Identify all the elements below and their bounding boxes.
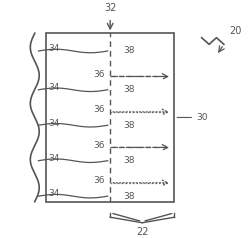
- Text: 34: 34: [48, 44, 60, 53]
- Text: 38: 38: [124, 156, 135, 165]
- Text: 38: 38: [124, 121, 135, 130]
- Text: 20: 20: [229, 26, 241, 36]
- Text: 34: 34: [48, 154, 60, 163]
- Text: 38: 38: [124, 46, 135, 55]
- Text: 34: 34: [48, 83, 60, 92]
- Text: 34: 34: [48, 119, 60, 128]
- Text: 36: 36: [94, 176, 105, 185]
- Text: 38: 38: [124, 192, 135, 201]
- Text: 36: 36: [94, 105, 105, 114]
- Text: 34: 34: [48, 189, 60, 198]
- Text: 38: 38: [124, 85, 135, 94]
- Text: 36: 36: [94, 70, 105, 79]
- Text: 22: 22: [136, 227, 148, 237]
- Text: 30: 30: [197, 113, 208, 122]
- Text: 32: 32: [104, 3, 116, 13]
- Text: 36: 36: [94, 141, 105, 150]
- FancyBboxPatch shape: [46, 33, 174, 202]
